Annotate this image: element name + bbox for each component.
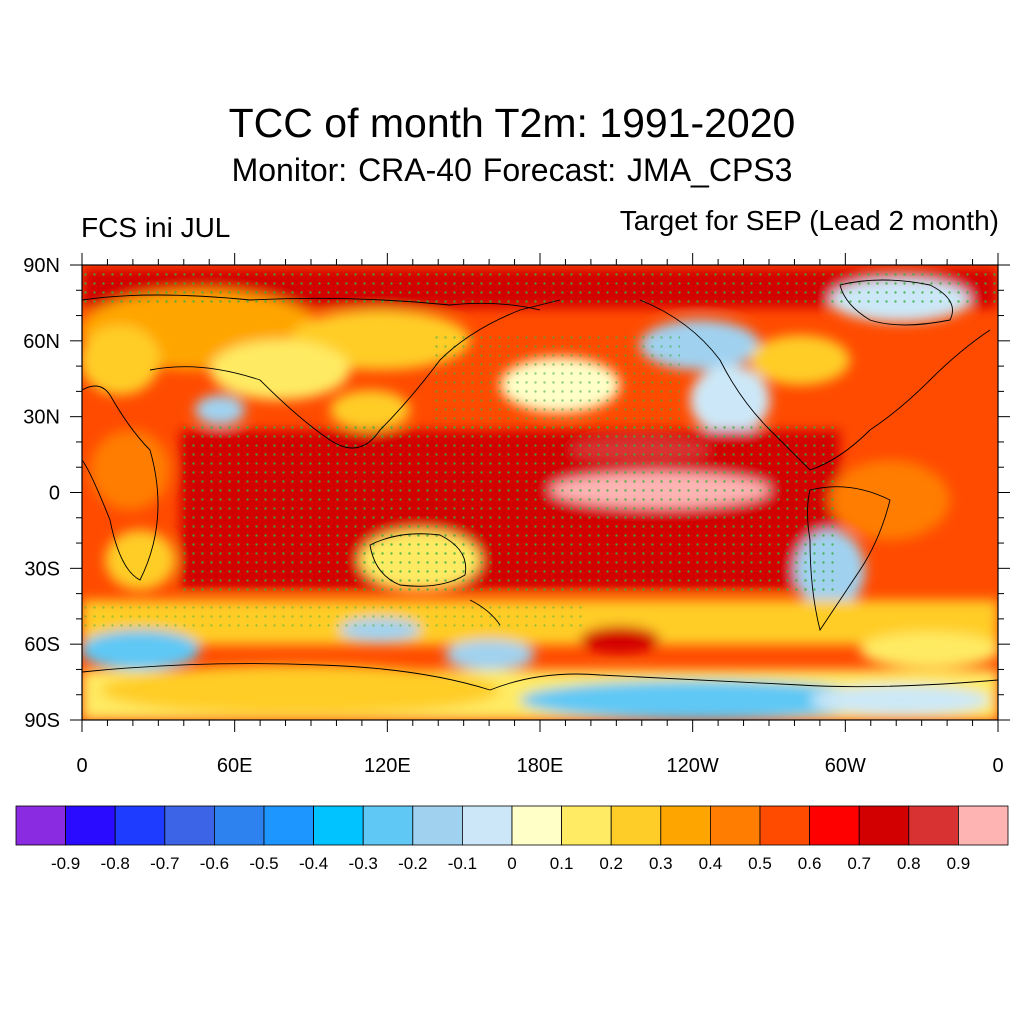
- colorbar-swatch: [958, 805, 1009, 846]
- field-canada: [750, 335, 850, 385]
- lat-label: 90S: [24, 710, 60, 732]
- colorbar-label: -0.6: [200, 854, 229, 873]
- lon-label: 120E: [364, 755, 411, 777]
- subtitle: Monitor: CRA-40 Forecast: JMA_CPS3: [231, 152, 793, 188]
- coast-australia: [369, 533, 467, 587]
- field-central-asia: [210, 340, 350, 400]
- field-nw-america: [690, 365, 770, 435]
- colorbar-swatch: [213, 805, 265, 846]
- colorbar-label: 0.6: [798, 854, 822, 873]
- lon-label: 60E: [217, 755, 253, 777]
- colorbar-label: -0.4: [299, 854, 328, 873]
- colorbar-swatch: [759, 805, 810, 846]
- lon-label: 0: [76, 755, 87, 777]
- lat-label: 0: [49, 483, 60, 505]
- colorbar: [15, 805, 1009, 846]
- colorbar-label: 0.1: [550, 854, 574, 873]
- colorbar-swatch: [412, 805, 463, 846]
- colorbar-labels: -0.9 -0.8 -0.7 -0.6 -0.5 -0.4 -0.3 -0.2 -0.1 0 0.1…: [51, 854, 970, 873]
- field-so-blue-3: [445, 640, 535, 670]
- stipple-arctic: [82, 268, 998, 308]
- field-blue-me: [195, 395, 245, 425]
- colorbar-swatch: [660, 805, 711, 846]
- colorbar-swatch: [511, 805, 562, 846]
- field-so-east: [860, 632, 998, 668]
- longitude-labels: 0 60E 120E 180E 120W 60W 0: [76, 755, 1003, 777]
- lat-label: 30S: [24, 558, 60, 580]
- colorbar-label: -0.3: [349, 854, 378, 873]
- colorbar-label: 0.8: [897, 854, 921, 873]
- lon-label: 0: [992, 755, 1003, 777]
- lon-label: 60W: [825, 755, 866, 777]
- field-east-antarctica: [100, 665, 500, 715]
- colorbar-label: -0.1: [448, 854, 477, 873]
- coast-new-zealand: [469, 599, 501, 626]
- field-so-blue-1: [82, 630, 200, 670]
- coast-eurasia-north: [82, 294, 541, 311]
- stipple-so: [82, 600, 582, 630]
- colorbar-swatch: [362, 805, 414, 846]
- field-europe: [82, 325, 160, 395]
- colorbar-swatch: [461, 805, 513, 846]
- stipple-npac: [430, 330, 680, 430]
- colorbar-swatch: [561, 805, 612, 846]
- field-weddell: [810, 685, 990, 715]
- colorbar-label: -0.2: [398, 854, 427, 873]
- colorbar-swatch: [164, 805, 215, 846]
- colorbar-swatch: [809, 805, 860, 846]
- initialization-label: FCS ini JUL: [81, 212, 231, 243]
- lon-label: 180E: [517, 755, 564, 777]
- colorbar-label: -0.7: [150, 854, 179, 873]
- stipple-tropics: [180, 420, 840, 595]
- colorbar-swatch: [313, 805, 364, 846]
- coast-north-america: [639, 299, 991, 471]
- field-west-antarctica: [520, 680, 880, 720]
- target-label: Target for SEP (Lead 2 month): [619, 205, 999, 236]
- coast-greenland: [839, 279, 953, 326]
- colorbar-swatch: [908, 805, 959, 846]
- colorbar-label: 0.2: [599, 854, 623, 873]
- colorbar-label: 0: [507, 854, 516, 873]
- coast-south-america: [807, 486, 891, 632]
- latitude-labels: 90N 60N 30N 0 30S 60S 90S: [23, 255, 60, 732]
- lat-label: 90N: [23, 255, 60, 277]
- colorbar-label: 0.4: [699, 854, 723, 873]
- field-so-red: [580, 626, 660, 654]
- colorbar-label: 0.9: [947, 854, 971, 873]
- lat-label: 60S: [24, 634, 60, 656]
- colorbar-swatch: [858, 805, 910, 846]
- lat-label: 30N: [23, 407, 60, 429]
- lon-label: 120W: [667, 755, 719, 777]
- colorbar-swatch: [65, 805, 116, 846]
- correlation-field: [82, 265, 998, 720]
- colorbar-label: -0.5: [249, 854, 278, 873]
- colorbar-label: 0.7: [847, 854, 871, 873]
- colorbar-swatch: [15, 805, 66, 846]
- colorbar-swatch: [710, 805, 761, 846]
- colorbar-label: 0.5: [748, 854, 772, 873]
- main-title: TCC of month T2m: 1991-2020: [228, 100, 796, 146]
- coastlines: [82, 279, 998, 720]
- colorbar-label: 0.3: [649, 854, 673, 873]
- coast-antarctica-east: [82, 663, 491, 691]
- colorbar-swatch: [263, 805, 314, 846]
- colorbar-label: -0.9: [51, 854, 80, 873]
- colorbar-swatch: [114, 805, 166, 846]
- coast-asia-south: [149, 299, 561, 449]
- lat-label: 60N: [23, 331, 60, 353]
- longitude-ticks: [81, 253, 999, 732]
- latitude-ticks: [70, 264, 1010, 721]
- coast-africa: [82, 385, 159, 581]
- coast-antarctica-west: [489, 673, 998, 691]
- colorbar-swatch: [610, 805, 662, 846]
- colorbar-label: -0.8: [101, 854, 130, 873]
- field-south-africa: [105, 530, 175, 590]
